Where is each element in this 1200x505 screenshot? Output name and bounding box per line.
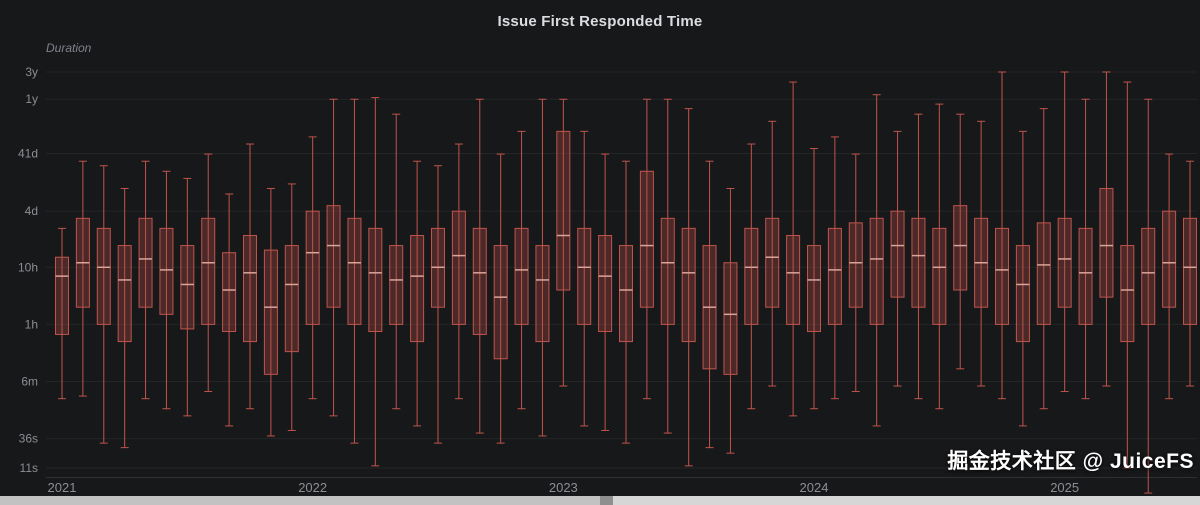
box-2021-11[interactable] <box>263 249 278 375</box>
box-2024-08[interactable] <box>953 205 968 291</box>
box-2023-06[interactable] <box>660 217 675 325</box>
x-tick-2021: 2021 <box>48 480 77 495</box>
box-2023-12[interactable] <box>786 235 801 325</box>
box-2024-04[interactable] <box>869 217 884 325</box>
box-2021-04[interactable] <box>117 245 132 343</box>
chart-title: Issue First Responded Time <box>497 13 703 30</box>
box-2023-11[interactable] <box>765 217 780 308</box>
box-2024-02[interactable] <box>827 227 842 325</box>
box-2021-12[interactable] <box>284 245 299 353</box>
box-2022-08[interactable] <box>451 210 466 325</box>
box-2024-10[interactable] <box>995 227 1009 325</box>
box-2024-03[interactable] <box>848 222 863 308</box>
y-tick-4d: 4d <box>25 204 38 218</box>
x-tick-2024: 2024 <box>800 480 829 495</box>
box-2021-09[interactable] <box>222 252 237 333</box>
box-2022-05[interactable] <box>389 245 404 325</box>
box-2025-02[interactable] <box>1078 227 1093 325</box>
box-2022-04[interactable] <box>368 227 383 333</box>
watermark: 掘金技术社区 @ JuiceFS <box>947 450 1194 473</box>
box-2024-11[interactable] <box>1015 245 1030 343</box>
x-tick-2025: 2025 <box>1050 480 1079 495</box>
box-2022-06[interactable] <box>410 235 425 343</box>
y-axis-title: Duration <box>46 41 92 55</box>
box-2021-06[interactable] <box>159 227 174 315</box>
box-2025-01[interactable] <box>1057 217 1072 308</box>
x-tick-2023: 2023 <box>549 480 578 495</box>
box-2022-02[interactable] <box>326 205 341 308</box>
box-2021-05[interactable] <box>138 217 153 308</box>
box-2022-03[interactable] <box>347 217 362 325</box>
box-2025-06[interactable] <box>1162 210 1177 308</box>
box-2022-09[interactable] <box>472 227 487 335</box>
box-2025-03[interactable] <box>1099 187 1114 298</box>
box-2023-05[interactable] <box>639 170 654 308</box>
box-2024-12[interactable] <box>1036 222 1051 325</box>
box-2023-03[interactable] <box>598 235 613 333</box>
y-tick-6m: 6m <box>21 374 38 388</box>
y-tick-1y: 1y <box>25 92 38 106</box>
box-2023-07[interactable] <box>681 227 696 343</box>
scrollbar-notch[interactable] <box>600 496 613 505</box>
box-2023-01[interactable] <box>556 130 571 291</box>
box-2024-05[interactable] <box>890 210 905 298</box>
box-2022-11[interactable] <box>514 227 529 325</box>
y-tick-36s: 36s <box>19 432 38 446</box>
box-2022-01[interactable] <box>305 210 320 325</box>
box-2023-09[interactable] <box>723 262 738 375</box>
box-2023-04[interactable] <box>619 245 633 343</box>
box-2025-07[interactable] <box>1183 217 1197 325</box>
box-2025-05[interactable] <box>1141 227 1156 325</box>
y-tick-1h: 1h <box>25 317 38 331</box>
y-tick-10h: 10h <box>18 260 38 274</box>
box-2023-02[interactable] <box>577 227 592 325</box>
box-2021-03[interactable] <box>96 227 111 325</box>
box-2021-01[interactable] <box>55 256 69 335</box>
box-2024-06[interactable] <box>911 217 926 308</box>
box-2021-07[interactable] <box>180 245 195 330</box>
y-tick-11s: 11s <box>20 461 38 475</box>
horizontal-scrollbar[interactable] <box>0 496 1200 505</box>
scrollbar-thumb[interactable] <box>0 496 600 505</box>
y-tick-41d: 41d <box>18 146 38 160</box>
box-2024-01[interactable] <box>807 245 821 333</box>
box-2024-07[interactable] <box>932 227 947 325</box>
y-tick-3y: 3y <box>25 65 38 79</box>
box-2022-12[interactable] <box>535 245 550 343</box>
box-2021-08[interactable] <box>201 217 216 325</box>
box-2023-10[interactable] <box>744 227 759 325</box>
box-2022-10[interactable] <box>493 245 508 360</box>
box-2025-04[interactable] <box>1120 245 1135 343</box>
x-tick-2022: 2022 <box>298 480 327 495</box>
box-2021-10[interactable] <box>243 235 257 343</box>
